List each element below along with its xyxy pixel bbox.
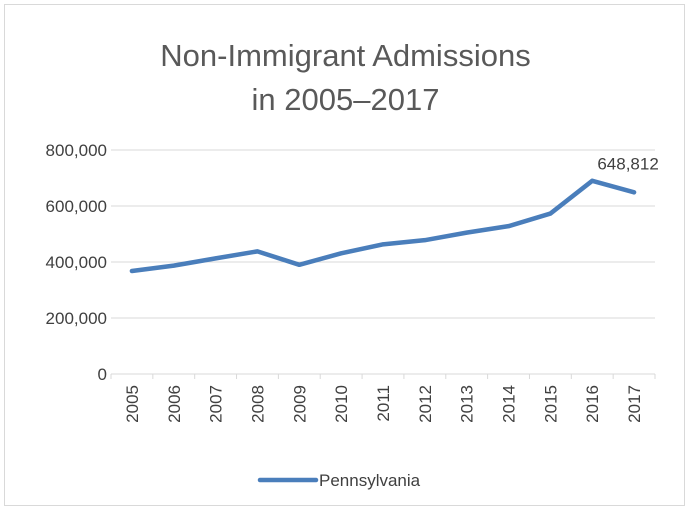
gridlines xyxy=(111,149,655,319)
series-line-pennsylvania xyxy=(129,178,637,274)
x-tick-label: 2005 xyxy=(123,385,142,423)
data-point xyxy=(381,242,385,247)
x-axis: 2005 2006 2007 2008 2009 2010 2011 2012 2013 2014… xyxy=(110,373,656,423)
x-tick-label: 2008 xyxy=(248,385,267,423)
x-tick-label: 2006 xyxy=(165,385,184,423)
y-tick-label: 400,000 xyxy=(46,253,107,272)
data-point xyxy=(590,178,595,183)
data-point xyxy=(422,238,427,243)
y-tick-label: 200,000 xyxy=(46,309,107,328)
data-point xyxy=(171,263,176,268)
legend-label: Pennsylvania xyxy=(319,471,421,490)
data-label: 648,812 xyxy=(597,154,658,173)
data-point xyxy=(213,256,218,261)
x-tick-label: 2015 xyxy=(541,385,560,423)
legend: Pennsylvania xyxy=(257,471,421,490)
x-tick-label: 2017 xyxy=(625,385,644,423)
y-tick-label: 800,000 xyxy=(46,141,107,160)
chart-title-line-2: in 2005–2017 xyxy=(252,82,440,117)
data-point xyxy=(506,224,511,229)
chart-title: Non-Immigrant Admissions in 2005–2017 xyxy=(160,38,530,117)
x-tick-label: 2009 xyxy=(290,385,309,423)
x-tick-label: 2007 xyxy=(207,385,226,423)
chart-title-line-1: Non-Immigrant Admissions xyxy=(160,38,530,73)
y-tick-label: 0 xyxy=(98,365,107,384)
x-tick-label: 2014 xyxy=(500,385,519,423)
x-tick-label: 2013 xyxy=(458,385,477,423)
data-point xyxy=(255,249,260,254)
data-point xyxy=(297,262,302,267)
data-point xyxy=(339,251,344,256)
x-tick-label: 2010 xyxy=(332,385,351,423)
data-point xyxy=(129,268,134,273)
y-tick-label: 600,000 xyxy=(46,197,107,216)
chart-area: Non-Immigrant Admissions in 2005–2017 0 20… xyxy=(4,4,685,506)
data-labels: 648,812 xyxy=(597,154,658,173)
x-tick-label: 2012 xyxy=(416,385,435,423)
series-lines xyxy=(129,178,637,274)
data-point xyxy=(632,190,637,195)
data-point xyxy=(464,230,469,235)
x-tick-label: 2016 xyxy=(583,385,602,423)
y-axis: 0 200,000 400,000 600,000 800,000 xyxy=(46,141,107,384)
data-point xyxy=(548,211,553,216)
x-tick-label: 2011 xyxy=(374,385,393,422)
